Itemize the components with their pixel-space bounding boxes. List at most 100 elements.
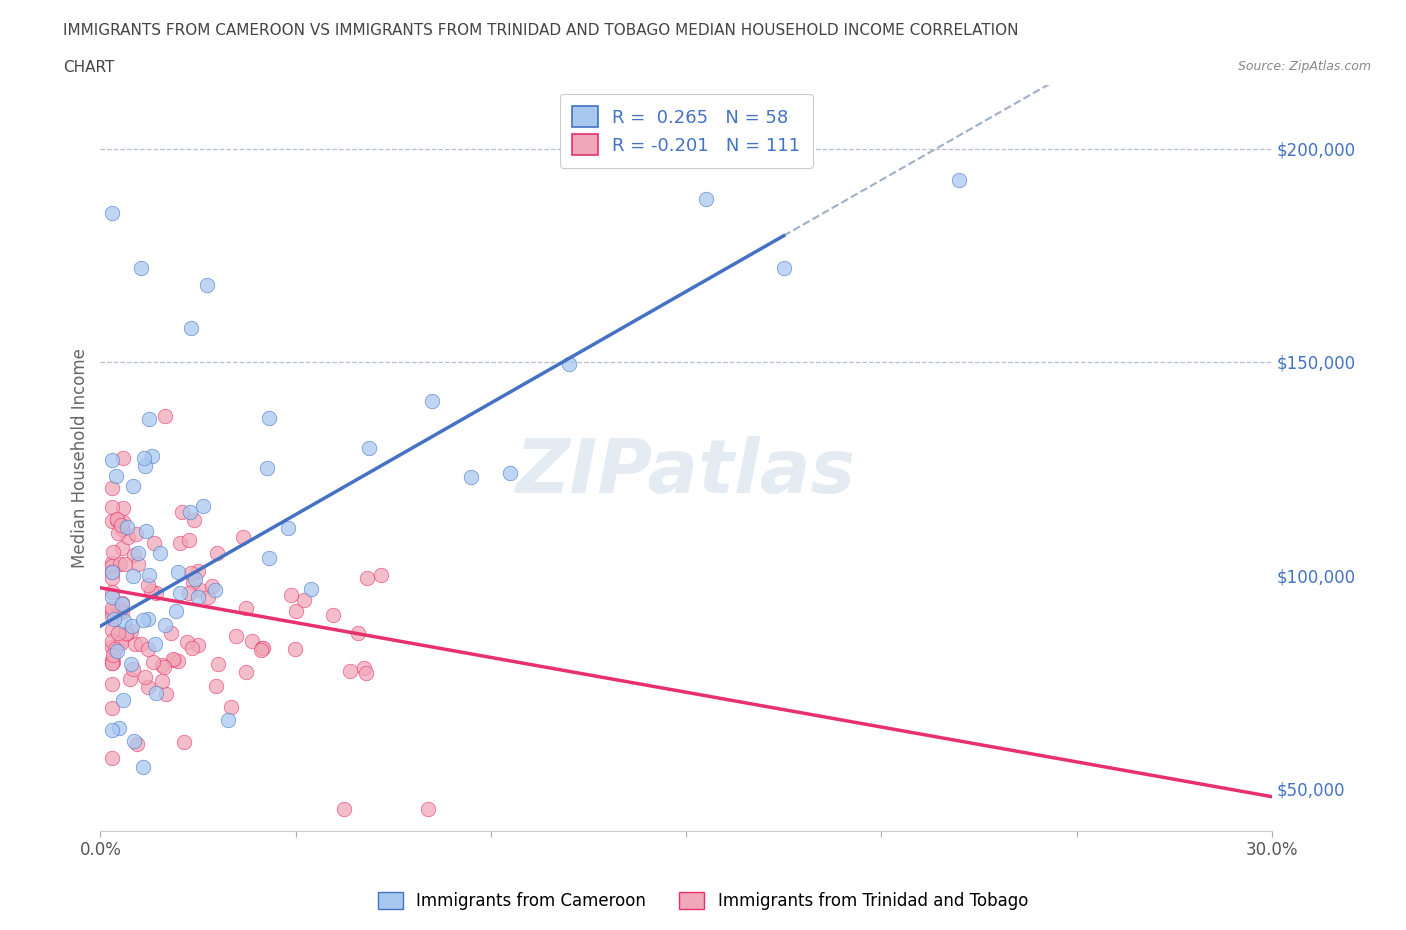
Point	[114, 556, 136, 571]
Point	[160, 625, 183, 640]
Point	[280, 588, 302, 603]
Point	[135, 524, 157, 538]
Point	[101, 604, 124, 619]
Point	[122, 569, 145, 584]
Point	[129, 637, 152, 652]
Point	[110, 517, 132, 532]
Point	[101, 556, 124, 571]
Point	[370, 568, 392, 583]
Point	[187, 564, 209, 578]
Point	[257, 551, 280, 565]
Point	[132, 450, 155, 465]
Point	[176, 635, 198, 650]
Text: ZIPatlas: ZIPatlas	[516, 436, 856, 510]
Point	[183, 513, 205, 528]
Point	[499, 466, 522, 481]
Point	[163, 653, 186, 668]
Point	[110, 556, 132, 571]
Point	[136, 680, 159, 695]
Point	[101, 700, 124, 715]
Y-axis label: Median Household Income: Median Household Income	[72, 348, 89, 567]
Point	[179, 533, 201, 548]
Point	[117, 530, 139, 545]
Point	[101, 570, 124, 585]
Point	[125, 526, 148, 541]
Point	[101, 723, 124, 737]
Point	[162, 652, 184, 667]
Point	[187, 637, 209, 652]
Point	[460, 470, 482, 485]
Point	[110, 541, 132, 556]
Point	[138, 567, 160, 582]
Point	[655, 99, 678, 113]
Point	[173, 735, 195, 750]
Point	[101, 652, 124, 667]
Point	[111, 597, 134, 612]
Point	[114, 627, 136, 642]
Point	[207, 657, 229, 671]
Point	[101, 544, 124, 559]
Point	[107, 720, 129, 735]
Point	[120, 671, 142, 686]
Point	[101, 565, 124, 579]
Point	[101, 640, 124, 655]
Point	[136, 578, 159, 592]
Point	[110, 636, 132, 651]
Point	[143, 536, 166, 551]
Point	[180, 320, 202, 335]
Point	[105, 512, 128, 527]
Point	[205, 545, 228, 560]
Point	[188, 582, 211, 597]
Point	[153, 618, 176, 632]
Point	[105, 512, 128, 526]
Point	[232, 530, 254, 545]
Point	[127, 546, 149, 561]
Point	[114, 626, 136, 641]
Point	[115, 520, 138, 535]
Point	[107, 626, 129, 641]
Point	[131, 760, 153, 775]
Point	[153, 659, 176, 674]
Point	[1152, 892, 1174, 907]
Point	[558, 356, 581, 371]
Point	[256, 460, 278, 475]
Point	[138, 411, 160, 426]
Point	[225, 629, 247, 644]
Point	[217, 712, 239, 727]
Point	[167, 654, 190, 669]
Point	[284, 642, 307, 657]
Point	[136, 612, 159, 627]
Point	[101, 584, 124, 599]
Point	[201, 579, 224, 594]
Point	[187, 590, 209, 604]
Point	[134, 458, 156, 473]
Point	[101, 453, 124, 468]
Point	[108, 603, 131, 618]
Point	[169, 586, 191, 601]
Point	[356, 571, 378, 586]
Point	[179, 505, 201, 520]
Point	[107, 525, 129, 540]
Point	[101, 206, 124, 220]
Point	[277, 521, 299, 536]
Point	[122, 548, 145, 563]
Point	[111, 500, 134, 515]
Point	[332, 802, 354, 817]
Point	[101, 601, 124, 616]
Text: CHART: CHART	[63, 60, 115, 75]
Point	[357, 440, 380, 455]
Legend: Immigrants from Cameroon, Immigrants from Trinidad and Tobago: Immigrants from Cameroon, Immigrants fro…	[371, 885, 1035, 917]
Point	[347, 626, 370, 641]
Point	[103, 647, 125, 662]
Point	[259, 410, 281, 425]
Point	[772, 260, 794, 275]
Point	[322, 607, 344, 622]
Point	[124, 637, 146, 652]
Point	[145, 586, 167, 601]
Point	[101, 623, 124, 638]
Point	[416, 802, 439, 817]
Point	[153, 409, 176, 424]
Point	[195, 278, 218, 293]
Point	[121, 618, 143, 633]
Point	[108, 633, 131, 648]
